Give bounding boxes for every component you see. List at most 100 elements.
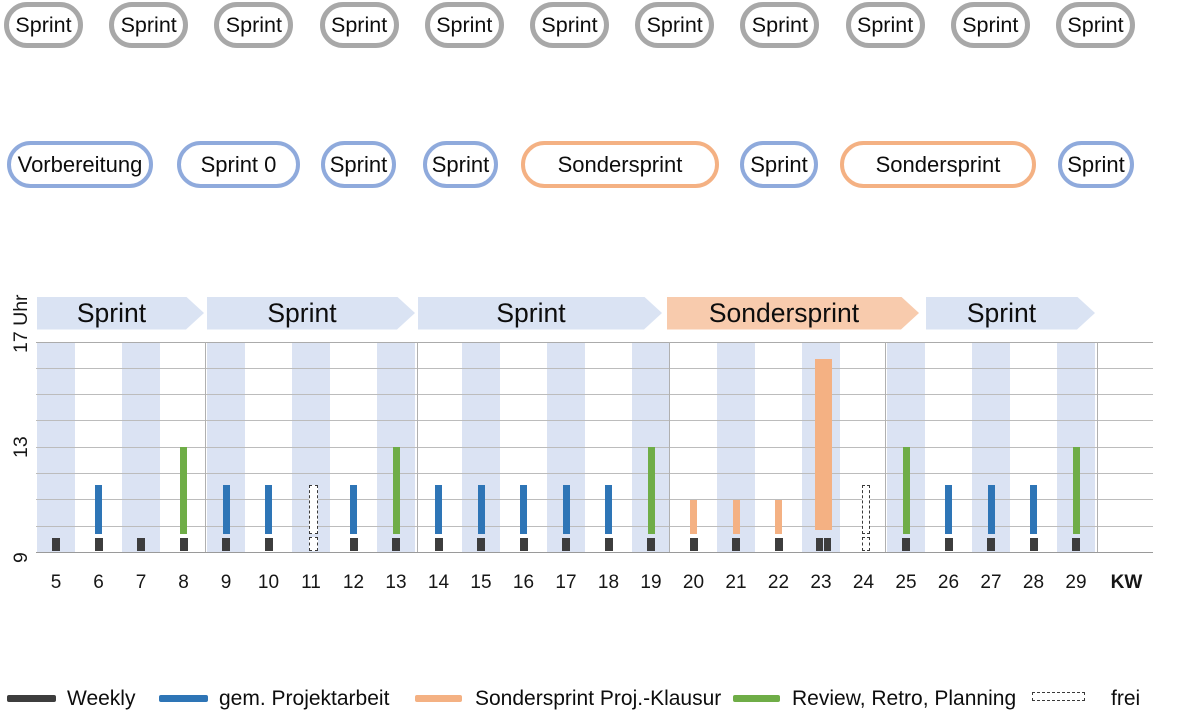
bar-weekly-kw17: [562, 537, 570, 551]
week-label-21: 21: [725, 572, 747, 593]
sprint-divider-line: [204, 342, 206, 553]
hour-gridline: [36, 446, 1153, 448]
sprint-pill: Sprint: [4, 2, 83, 48]
hour-gridline: [36, 367, 1153, 369]
week-label-18: 18: [597, 572, 620, 593]
sprint-pill-label: Sprint: [436, 12, 493, 37]
legend-swatch-bar_blue: [159, 695, 208, 702]
phase-pill-sondersprint: Sondersprint: [521, 141, 719, 188]
phase-pill-vorbereitung: Vorbereitung: [7, 141, 153, 188]
bar-klausur_kurz-kw22: [775, 499, 782, 534]
sprint-pill-label: Sprint: [225, 12, 282, 37]
bar-weekly-kw8: [179, 537, 188, 551]
legend-label: Review, Retro, Planning: [792, 686, 1017, 710]
phase-pill-label: Sprint 0: [200, 151, 277, 177]
week-label-19: 19: [640, 572, 662, 593]
week-label-8: 8: [178, 572, 189, 593]
legend-swatch-frei: [1032, 692, 1085, 701]
week-label-17: 17: [555, 572, 577, 593]
legend-label: gem. Projektarbeit: [219, 686, 390, 710]
hour-gridline: [36, 472, 1153, 474]
bar-weekly-kw18: [604, 537, 613, 551]
bar-weekly-kw6: [94, 537, 103, 551]
hour-label-13: 13: [10, 435, 32, 458]
bar-weekly-kw9: [222, 537, 230, 551]
banner-sprint: Sprint: [926, 296, 1095, 330]
bar-review-kw13: [392, 447, 400, 534]
legend-label: frei: [1111, 686, 1141, 710]
legend-label: Sondersprint Proj.-Klausur: [475, 686, 722, 710]
hour-gridline: [36, 394, 1153, 396]
week-label-16: 16: [512, 572, 535, 593]
phase-pill-label: Sondersprint: [875, 151, 1001, 177]
bar-klausur_lang-kw23: [814, 359, 832, 530]
week-label-13: 13: [385, 572, 407, 593]
bar-weekly-kw14: [434, 537, 443, 551]
bar-weekly_a-kw23: [816, 537, 823, 551]
bar-review-kw8: [180, 447, 187, 534]
week-label-6: 6: [93, 572, 104, 593]
bar-weekly-kw22: [774, 537, 783, 551]
legend-label: Weekly: [67, 686, 136, 710]
bar-projekt-kw14: [435, 485, 442, 534]
sprint-divider-line: [668, 342, 670, 553]
sprint-pill-label: Sprint: [646, 12, 703, 37]
sprint-pill: Sprint: [740, 2, 820, 48]
sprint-pill: Sprint: [530, 2, 609, 48]
sprint-divider-line: [885, 342, 886, 553]
bar-projekt-kw28: [1030, 485, 1037, 534]
bar-weekly-kw28: [1029, 537, 1038, 551]
x-axis-line: [36, 551, 1153, 554]
phase-pill-label: Vorbereitung: [17, 151, 143, 177]
bar-projekt-kw26: [945, 485, 952, 534]
bar-projekt-kw17: [562, 485, 570, 534]
week-label-23: 23: [810, 572, 832, 593]
week-label-26: 26: [937, 572, 960, 593]
week-label-20: 20: [682, 572, 705, 593]
sprint-pill-label: Sprint: [120, 12, 177, 37]
banner-sprint: Sprint: [418, 296, 662, 330]
phase-pill-label: Sprint: [750, 151, 808, 177]
week-label-25: 25: [895, 572, 917, 593]
sprint-pill: Sprint: [109, 2, 189, 48]
bar-weekly-kw16: [519, 537, 528, 551]
phase-pill-sprint: Sprint: [1058, 141, 1134, 188]
bar-frei-kw24: [861, 537, 871, 551]
bar-projekt-kw12: [350, 485, 357, 534]
bar-frei-kw11: [309, 537, 318, 551]
bar-weekly-kw27: [987, 537, 995, 551]
bar-klausur_kurz-kw20: [690, 499, 697, 534]
phase-pill-label: Sprint: [431, 151, 490, 177]
sprint-pill-label: Sprint: [962, 12, 1019, 37]
week-label-11: 11: [301, 572, 321, 593]
week-label-14: 14: [427, 572, 450, 593]
bar-projekt-kw27: [987, 485, 995, 534]
hour-gridline: [36, 499, 1153, 501]
bar-weekly-kw19: [647, 537, 655, 551]
bar-weekly-kw12: [349, 537, 358, 551]
sprint-divider-line: [1096, 342, 1098, 553]
sprint-pill-label: Sprint: [331, 12, 388, 37]
bar-projekt-kw18: [605, 485, 612, 534]
bar-projekt-kw6: [95, 485, 102, 534]
bar-weekly-kw7: [137, 537, 145, 551]
sprint-pill: Sprint: [424, 2, 504, 48]
hour-gridline: [36, 420, 1153, 422]
banner-label: Sprint: [76, 297, 147, 328]
banner-label: Sprint: [966, 297, 1037, 328]
banner-sprint: Sprint: [207, 296, 415, 330]
sprint-pill: Sprint: [1056, 2, 1135, 48]
phase-pill-label: Sprint: [329, 151, 388, 177]
phase-pill-sprint: Sprint: [423, 141, 498, 188]
bar-projekt-kw10: [265, 485, 272, 534]
bar-review-kw29: [1072, 447, 1080, 534]
sprint-pill: Sprint: [845, 2, 925, 48]
bar-weekly-kw29: [1072, 537, 1080, 551]
hour-label-17: 17 Uhr: [10, 293, 32, 353]
sprint-pill: Sprint: [319, 2, 399, 48]
banner-sondersprint: Sondersprint: [667, 296, 919, 330]
bar-review-kw25: [902, 447, 910, 534]
banner-sprint: Sprint: [37, 296, 204, 330]
sprint-pill-label: Sprint: [15, 12, 72, 37]
bar-weekly-kw5: [52, 537, 60, 551]
